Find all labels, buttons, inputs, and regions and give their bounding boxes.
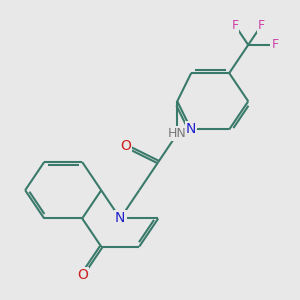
Text: O: O: [77, 268, 88, 282]
Text: O: O: [120, 139, 131, 153]
Text: F: F: [258, 19, 265, 32]
Text: N: N: [186, 122, 196, 136]
Text: F: F: [231, 19, 239, 32]
Text: N: N: [115, 212, 125, 225]
Text: HN: HN: [168, 128, 187, 140]
Text: F: F: [271, 38, 278, 51]
